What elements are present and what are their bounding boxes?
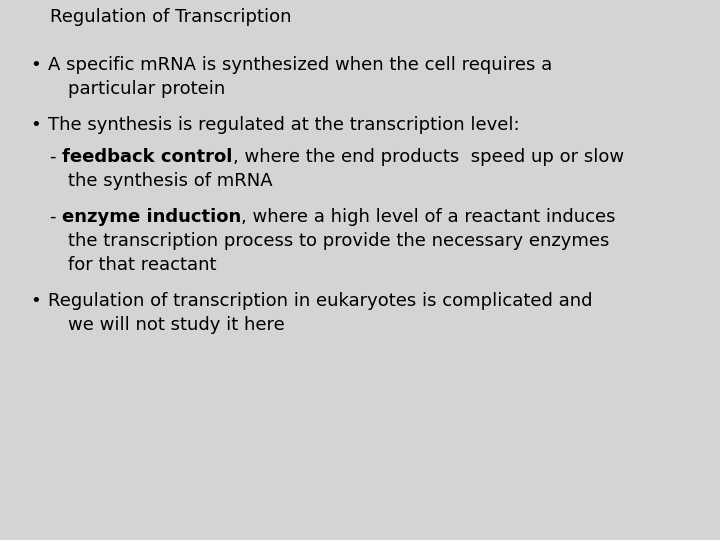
Text: the transcription process to provide the necessary enzymes: the transcription process to provide the… [68, 232, 609, 250]
Text: the synthesis of mRNA: the synthesis of mRNA [68, 172, 273, 190]
Text: A specific mRNA is synthesized when the cell requires a: A specific mRNA is synthesized when the … [48, 56, 552, 74]
Text: •: • [30, 116, 41, 134]
Text: •: • [30, 56, 41, 74]
Text: Regulation of transcription in eukaryotes is complicated and: Regulation of transcription in eukaryote… [48, 292, 593, 310]
Text: , where a high level of a reactant induces: , where a high level of a reactant induc… [241, 208, 616, 226]
Text: we will not study it here: we will not study it here [68, 316, 284, 334]
Text: -: - [50, 208, 62, 226]
Text: enzyme induction: enzyme induction [62, 208, 241, 226]
Text: -: - [50, 148, 62, 166]
Text: particular protein: particular protein [68, 80, 225, 98]
Text: The synthesis is regulated at the transcription level:: The synthesis is regulated at the transc… [48, 116, 520, 134]
Text: feedback control: feedback control [62, 148, 233, 166]
Text: Regulation of Transcription: Regulation of Transcription [50, 8, 292, 26]
Text: , where the end products  speed up or slow: , where the end products speed up or slo… [233, 148, 624, 166]
Text: for that reactant: for that reactant [68, 256, 217, 274]
Text: •: • [30, 292, 41, 310]
